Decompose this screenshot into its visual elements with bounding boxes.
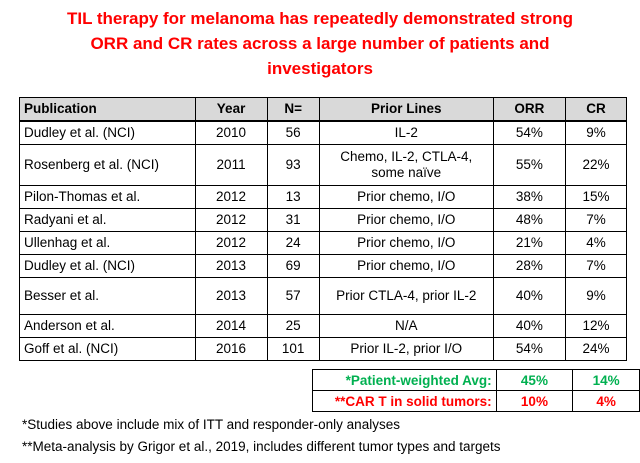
cell-year: 2016 bbox=[194, 337, 268, 361]
cell-prior-lines: N/A bbox=[318, 314, 494, 338]
car-t-orr: 10% bbox=[495, 390, 574, 412]
header-prior-lines: Prior Lines bbox=[318, 97, 494, 122]
cell-orr: 54% bbox=[492, 337, 566, 361]
car-t-label: **CAR T in solid tumors: bbox=[312, 390, 497, 412]
footnotes: *Studies above include mix of ITT and re… bbox=[22, 414, 501, 458]
cell-n: 69 bbox=[266, 254, 320, 278]
cell-n: 24 bbox=[266, 231, 320, 255]
cell-n: 25 bbox=[266, 314, 320, 338]
cell-orr: 21% bbox=[492, 231, 566, 255]
cell-publication: Ullenhag et al. bbox=[19, 231, 196, 255]
cell-prior-lines: Prior chemo, I/O bbox=[318, 208, 494, 232]
cell-prior-lines: Prior chemo, I/O bbox=[318, 185, 494, 209]
cell-year: 2013 bbox=[194, 277, 268, 315]
cell-cr: 24% bbox=[564, 337, 628, 361]
table-row: Radyani et al. 2012 31 Prior chemo, I/O … bbox=[19, 208, 628, 232]
table-row: Pilon-Thomas et al. 2012 13 Prior chemo,… bbox=[19, 185, 628, 209]
cell-prior-lines: Chemo, IL-2, CTLA-4, some naïve bbox=[318, 144, 494, 186]
cell-publication: Goff et al. (NCI) bbox=[19, 337, 196, 361]
cell-year: 2010 bbox=[194, 120, 268, 145]
cell-cr: 9% bbox=[564, 120, 628, 145]
car-t-cr: 4% bbox=[572, 390, 640, 412]
title-line-1: TIL therapy for melanoma has repeatedly … bbox=[66, 9, 574, 28]
cell-publication: Pilon-Thomas et al. bbox=[19, 185, 196, 209]
cell-n: 56 bbox=[266, 120, 320, 145]
cell-prior-lines: Prior IL-2, prior I/O bbox=[318, 337, 494, 361]
table-row: Dudley et al. (NCI) 2013 69 Prior chemo,… bbox=[19, 254, 628, 278]
cell-orr: 40% bbox=[492, 277, 566, 315]
summary-row-car-t: **CAR T in solid tumors: 10% 4% bbox=[312, 390, 640, 412]
header-year: Year bbox=[194, 97, 268, 122]
cell-publication: Dudley et al. (NCI) bbox=[19, 120, 196, 145]
table-row: Rosenberg et al. (NCI) 2011 93 Chemo, IL… bbox=[19, 144, 628, 186]
cell-cr: 7% bbox=[564, 208, 628, 232]
table-row: Besser et al. 2013 57 Prior CTLA-4, prio… bbox=[19, 277, 628, 315]
cell-publication: Radyani et al. bbox=[19, 208, 196, 232]
cell-cr: 15% bbox=[564, 185, 628, 209]
cell-year: 2012 bbox=[194, 185, 268, 209]
cell-n: 93 bbox=[266, 144, 320, 186]
cell-orr: 38% bbox=[492, 185, 566, 209]
cell-n: 31 bbox=[266, 208, 320, 232]
cell-cr: 12% bbox=[564, 314, 628, 338]
summary-row-weighted-avg: *Patient-weighted Avg: 45% 14% bbox=[312, 369, 640, 391]
title-line-2: ORR and CR rates across a large number o… bbox=[90, 34, 550, 53]
cell-year: 2014 bbox=[194, 314, 268, 338]
cell-prior-lines: Prior chemo, I/O bbox=[318, 254, 494, 278]
cell-prior-lines: Prior CTLA-4, prior IL-2 bbox=[318, 277, 494, 315]
cell-publication: Anderson et al. bbox=[19, 314, 196, 338]
table-row: Goff et al. (NCI) 2016 101 Prior IL-2, p… bbox=[19, 337, 628, 361]
summary-table: *Patient-weighted Avg: 45% 14% **CAR T i… bbox=[312, 369, 640, 412]
weighted-avg-label: *Patient-weighted Avg: bbox=[312, 369, 497, 391]
prior-lines-text-2: some naïve bbox=[371, 165, 442, 180]
cell-n: 101 bbox=[266, 337, 320, 361]
header-n: N= bbox=[266, 97, 320, 122]
cell-orr: 55% bbox=[492, 144, 566, 186]
cell-publication: Besser et al. bbox=[19, 277, 196, 315]
cell-year: 2012 bbox=[194, 231, 268, 255]
cell-orr: 48% bbox=[492, 208, 566, 232]
cell-n: 57 bbox=[266, 277, 320, 315]
cell-prior-lines: Prior chemo, I/O bbox=[318, 231, 494, 255]
cell-publication: Dudley et al. (NCI) bbox=[19, 254, 196, 278]
cell-year: 2012 bbox=[194, 208, 268, 232]
weighted-avg-cr: 14% bbox=[572, 369, 640, 391]
cell-orr: 28% bbox=[492, 254, 566, 278]
cell-orr: 54% bbox=[492, 120, 566, 145]
table-row: Dudley et al. (NCI) 2010 56 IL-2 54% 9% bbox=[19, 120, 628, 145]
cell-orr: 40% bbox=[492, 314, 566, 338]
prior-lines-text-1: Chemo, IL-2, CTLA-4, bbox=[340, 149, 473, 164]
table-row: Anderson et al. 2014 25 N/A 40% 12% bbox=[19, 314, 628, 338]
cell-prior-lines: IL-2 bbox=[318, 120, 494, 145]
cell-cr: 7% bbox=[564, 254, 628, 278]
footnote-1: *Studies above include mix of ITT and re… bbox=[22, 417, 400, 432]
table-header-row: Publication Year N= Prior Lines ORR CR bbox=[19, 97, 628, 122]
cell-year: 2011 bbox=[194, 144, 268, 186]
cell-year: 2013 bbox=[194, 254, 268, 278]
header-publication: Publication bbox=[19, 97, 196, 122]
slide-title: TIL therapy for melanoma has repeatedly … bbox=[0, 6, 640, 81]
weighted-avg-orr: 45% bbox=[495, 369, 574, 391]
cell-cr: 9% bbox=[564, 277, 628, 315]
title-line-3: investigators bbox=[267, 59, 373, 78]
cell-cr: 22% bbox=[564, 144, 628, 186]
cell-publication: Rosenberg et al. (NCI) bbox=[19, 144, 196, 186]
footnote-2: **Meta-analysis by Grigor et al., 2019, … bbox=[22, 439, 501, 454]
header-cr: CR bbox=[564, 97, 628, 122]
til-studies-table: Publication Year N= Prior Lines ORR CR D… bbox=[19, 97, 628, 361]
cell-cr: 4% bbox=[564, 231, 628, 255]
cell-n: 13 bbox=[266, 185, 320, 209]
table-row: Ullenhag et al. 2012 24 Prior chemo, I/O… bbox=[19, 231, 628, 255]
header-orr: ORR bbox=[492, 97, 566, 122]
